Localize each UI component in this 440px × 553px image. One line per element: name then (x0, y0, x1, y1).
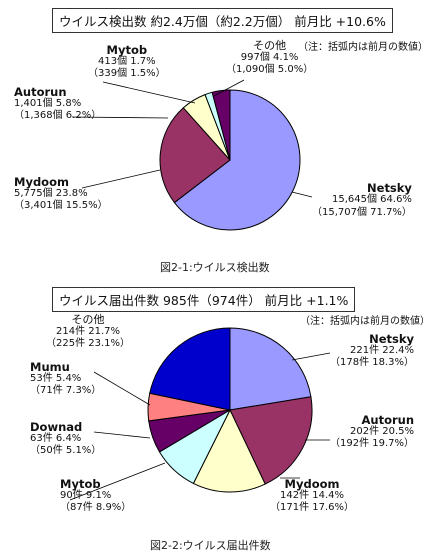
chart2-label-netsky: Netsky 221件 22.4% （178件 18.3%） (330, 333, 414, 369)
label-value: 997個 4.1% (240, 52, 299, 63)
leader-line (71, 116, 169, 119)
chart2-label-other: その他 214件 21.7% （225件 23.1%） (46, 314, 130, 350)
pie-slice-mydoom (192, 408, 266, 493)
label-value: 214件 21.7% (56, 326, 121, 337)
label-value: 5,775個 23.8% (14, 188, 88, 199)
label-prev: （225件 23.1%） (46, 338, 131, 349)
chart1-label-autorun: Autorun 1,401個 5.8% （1,368個 6.2%） (14, 86, 101, 122)
pie-slice-netsky (229, 327, 312, 411)
chart2-label-mytob: Mytob 90件 9.1% （87件 8.9%） (60, 478, 131, 514)
leader-line (69, 462, 166, 501)
label-prev: （15,707個 71.7%） (312, 207, 412, 218)
leader-line (213, 79, 245, 97)
label-prev: （171件 17.6%） (270, 502, 355, 513)
label-value: 221件 22.4% (350, 345, 415, 356)
pie-slice-その他 (149, 327, 231, 411)
chart1-label-other: その他 997個 4.1% （1,090個 5.0%） (226, 40, 313, 76)
pie-chart-virus-detections (159, 89, 301, 231)
label-name: その他 (253, 39, 287, 52)
chart2-title: ウイルス届出件数 985件（974件） 前月比 +1.1% (52, 287, 356, 312)
label-value: 1,401個 5.8% (14, 98, 82, 109)
label-prev: （1,368個 6.2%） (14, 110, 102, 121)
leader-line (102, 81, 196, 104)
label-value: 53件 5.4% (30, 373, 82, 384)
chart2-label-downad: Downad 63件 6.4% （50件 5.1%） (30, 421, 101, 457)
pie-slice-mydoom (159, 107, 231, 204)
leader-lines (69, 79, 331, 501)
label-name: Netsky (369, 332, 415, 346)
chart1-label-mydoom: Mydoom 5,775個 23.8% （3,401個 15.5%） (14, 176, 108, 212)
chart2-note: （注：括弧内は前月の数値） (300, 316, 430, 327)
chart1-title: ウイルス検出数 約2.4万個（約2.2万個） 前月比 +10.6% (52, 8, 393, 33)
pie-slice-その他 (211, 89, 231, 161)
chart1-caption: 図2-1:ウイルス検出数 (160, 261, 270, 274)
chart2-label-autorun: Autorun 202件 20.5% （192件 19.7%） (330, 414, 414, 450)
pie-chart-virus-reports (147, 327, 313, 493)
pie-slice-autorun (229, 396, 313, 485)
label-value: 90件 9.1% (60, 490, 112, 501)
label-prev: （1,090個 5.0%） (226, 64, 314, 75)
label-name: Mumu (30, 360, 70, 374)
chart1-label-netsky: Netsky 15,645個 64.6% （15,707個 71.7%） (312, 182, 412, 219)
leader-line (93, 371, 151, 406)
label-value: 15,645個 64.6% (332, 194, 412, 205)
label-prev: （71件 7.3%） (30, 385, 102, 396)
chart2-label-mydoom: Mydoom 142件 14.4% （171件 17.6%） (270, 478, 354, 514)
label-name: Mydoom (284, 477, 340, 491)
label-value: 413個 1.7% (98, 56, 156, 67)
label-prev: （178件 18.3%） (330, 357, 415, 368)
label-prev: （339個 1.5%） (88, 68, 166, 79)
label-name: Netsky (367, 181, 412, 195)
chart1-note: （注：括弧内は前月の数値） (298, 42, 428, 53)
leader-line (291, 352, 331, 361)
leader-line (93, 431, 151, 439)
leader-line (81, 169, 161, 189)
label-name: Autorun (14, 85, 67, 99)
label-prev: （192件 19.7%） (330, 438, 415, 449)
chart1-label-mytob: Mytob 413個 1.7% （339個 1.5%） (88, 44, 166, 80)
label-name: Downad (30, 420, 83, 434)
label-name: Mydoom (14, 175, 69, 189)
chart2-label-mumu: Mumu 53件 5.4% （71件 7.3%） (30, 361, 101, 397)
label-prev: （87件 8.9%） (60, 502, 132, 513)
label-prev: （50件 5.1%） (30, 445, 102, 456)
label-value: 142件 14.4% (280, 490, 345, 501)
label-name: Mytob (60, 477, 101, 491)
label-name: Mytob (106, 43, 148, 57)
label-value: 63件 6.4% (30, 433, 82, 444)
label-name: Autorun (361, 413, 415, 427)
leader-line (291, 191, 313, 198)
label-value: 202件 20.5% (350, 426, 415, 437)
label-prev: （3,401個 15.5%） (14, 200, 108, 211)
pie-slice-netsky (173, 89, 301, 231)
chart2-caption: 図2-2:ウイルス届出件数 (150, 539, 271, 552)
label-name: その他 (71, 313, 105, 326)
